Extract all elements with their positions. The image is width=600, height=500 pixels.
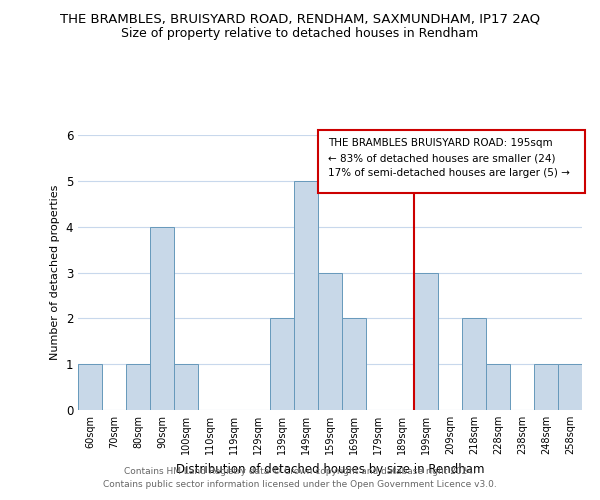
Bar bbox=[486, 364, 510, 410]
Bar bbox=[150, 226, 174, 410]
X-axis label: Distribution of detached houses by size in Rendham: Distribution of detached houses by size … bbox=[176, 462, 484, 475]
Text: THE BRAMBLES, BRUISYARD ROAD, RENDHAM, SAXMUNDHAM, IP17 2AQ: THE BRAMBLES, BRUISYARD ROAD, RENDHAM, S… bbox=[60, 12, 540, 26]
Bar bbox=[78, 364, 102, 410]
Bar bbox=[462, 318, 486, 410]
Text: 17% of semi-detached houses are larger (5) →: 17% of semi-detached houses are larger (… bbox=[328, 168, 570, 178]
Text: THE BRAMBLES BRUISYARD ROAD: 195sqm: THE BRAMBLES BRUISYARD ROAD: 195sqm bbox=[328, 138, 553, 148]
Text: Contains HM Land Registry data © Crown copyright and database right 2024.: Contains HM Land Registry data © Crown c… bbox=[124, 467, 476, 476]
Text: Contains public sector information licensed under the Open Government Licence v3: Contains public sector information licen… bbox=[103, 480, 497, 489]
Bar bbox=[126, 364, 150, 410]
Bar bbox=[534, 364, 558, 410]
Bar bbox=[174, 364, 198, 410]
Text: Size of property relative to detached houses in Rendham: Size of property relative to detached ho… bbox=[121, 28, 479, 40]
Bar bbox=[342, 318, 366, 410]
Bar bbox=[270, 318, 294, 410]
Text: ← 83% of detached houses are smaller (24): ← 83% of detached houses are smaller (24… bbox=[328, 154, 556, 164]
Bar bbox=[318, 272, 342, 410]
Bar bbox=[414, 272, 438, 410]
Bar bbox=[558, 364, 582, 410]
Y-axis label: Number of detached properties: Number of detached properties bbox=[50, 185, 60, 360]
Bar bbox=[294, 181, 318, 410]
